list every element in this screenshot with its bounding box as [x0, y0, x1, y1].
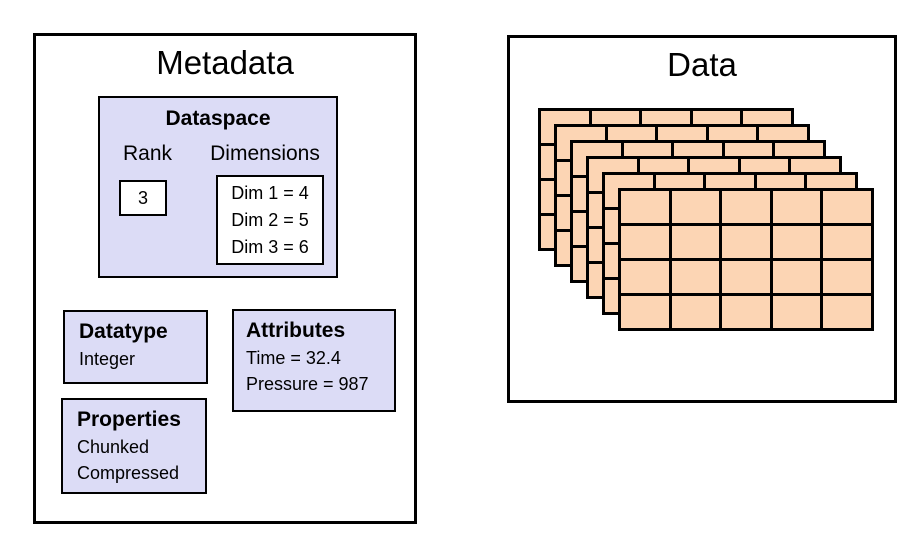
rank-value-box: 3	[119, 180, 167, 216]
dataspace-title: Dataspace	[165, 107, 271, 130]
data-grid-cell	[621, 261, 669, 293]
metadata-panel: Metadata Dataspace Rank Dimensions 3 Dim…	[33, 33, 417, 524]
data-grid-cell	[823, 191, 871, 223]
dimension-entry: Dim 3 = 6	[231, 236, 309, 257]
data-grid-cell	[722, 261, 770, 293]
data-grid-cell	[621, 296, 669, 328]
data-stack	[510, 38, 894, 400]
dimensions-label: Dimensions	[210, 142, 320, 165]
metadata-panel-title: Metadata	[156, 44, 294, 81]
data-panel: Data	[507, 35, 897, 403]
data-grid-cell	[722, 296, 770, 328]
property-entry: Compressed	[77, 463, 180, 483]
data-grid-cell	[621, 226, 669, 258]
attribute-entry: Pressure = 987	[246, 374, 369, 394]
data-grid-cell	[772, 226, 821, 258]
attributes-box: Attributes Time = 32.4 Pressure = 987	[232, 309, 396, 412]
data-grid-cell	[671, 296, 720, 328]
data-grid-cell	[722, 226, 770, 258]
data-grid-cell	[621, 191, 669, 223]
data-grid-cell	[772, 261, 821, 293]
dimension-entry: Dim 1 = 4	[231, 182, 309, 203]
data-grid-cell	[671, 226, 720, 258]
data-grid-layer	[618, 188, 874, 331]
dimensions-value-box: Dim 1 = 4 Dim 2 = 5 Dim 3 = 6	[216, 175, 324, 265]
data-grid-cell	[722, 191, 770, 223]
dimension-entry: Dim 2 = 5	[231, 209, 309, 230]
attribute-entry: Time = 32.4	[246, 348, 341, 368]
attributes-title: Attributes	[246, 319, 346, 342]
property-entry: Chunked	[77, 437, 150, 457]
datatype-title: Datatype	[79, 320, 168, 343]
datatype-value: Integer	[79, 349, 136, 369]
rank-value: 3	[137, 187, 148, 208]
properties-title: Properties	[77, 408, 181, 431]
data-grid-cell	[823, 261, 871, 293]
data-grid-cell	[671, 191, 720, 223]
data-grid-cell	[772, 296, 821, 328]
datatype-box: Datatype Integer	[63, 310, 208, 384]
data-grid-cell	[823, 296, 871, 328]
data-grid-cell	[772, 191, 821, 223]
data-grid-cell	[671, 261, 720, 293]
dataspace-box: Dataspace Rank Dimensions 3 Dim 1 = 4 Di…	[98, 96, 338, 278]
data-grid-cell	[823, 226, 871, 258]
rank-label: Rank	[122, 142, 173, 165]
properties-box: Properties Chunked Compressed	[61, 398, 207, 494]
data-panel-title: Data	[667, 46, 737, 83]
